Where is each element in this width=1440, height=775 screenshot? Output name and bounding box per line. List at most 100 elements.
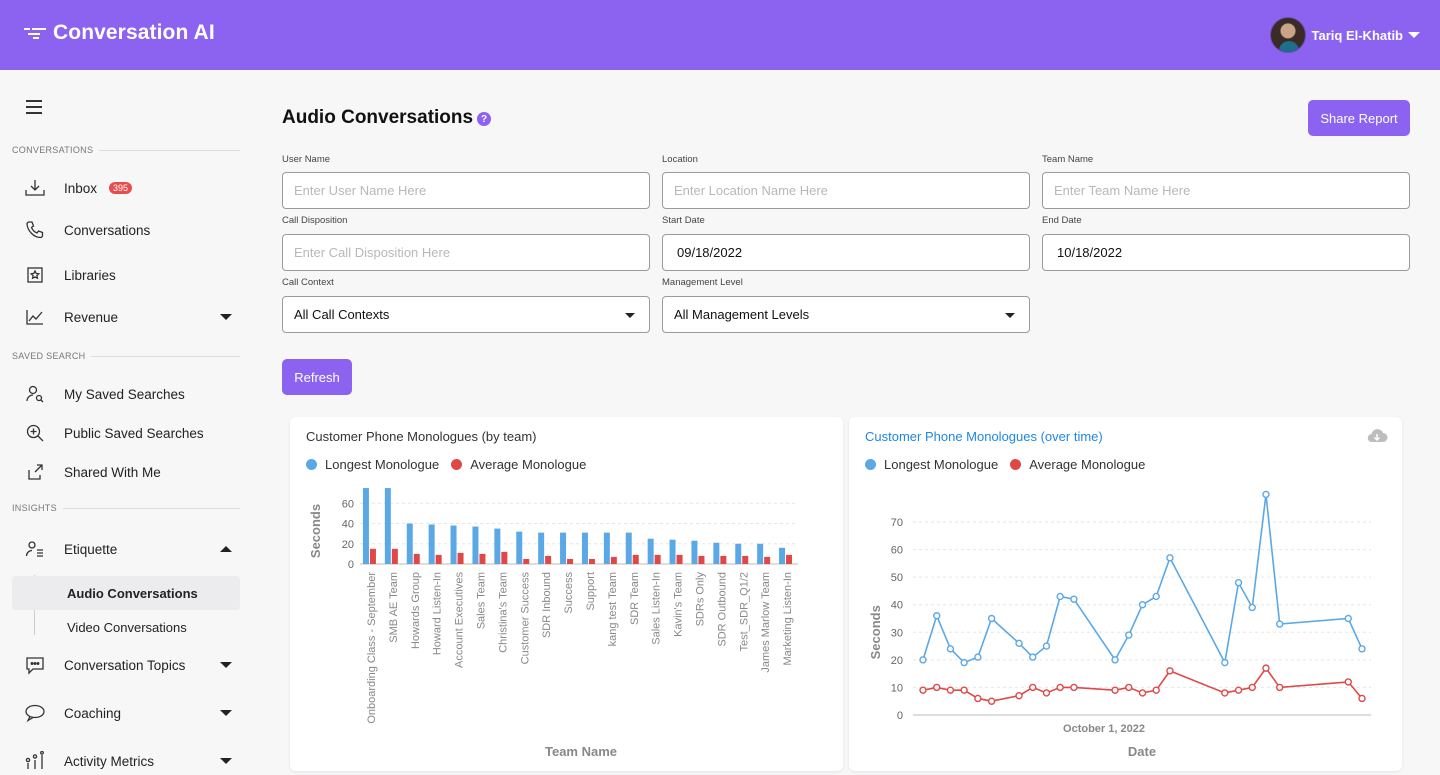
sidebar-item-shared-with-me[interactable]: Shared With Me bbox=[12, 455, 240, 489]
chevron-down-icon bbox=[625, 313, 635, 318]
user-menu[interactable]: Tariq El-Khatib bbox=[1269, 17, 1420, 53]
point-average bbox=[1262, 664, 1270, 672]
point-average bbox=[1042, 689, 1051, 697]
legend-entry-longest[interactable]: Longest Monologue bbox=[865, 457, 998, 472]
sidebar-item-label: Libraries bbox=[64, 267, 116, 283]
y-tick-label: 30 bbox=[891, 627, 903, 639]
sidebar-item-label: Shared With Me bbox=[64, 464, 161, 480]
bar-average bbox=[632, 554, 639, 564]
point-average bbox=[1029, 683, 1037, 692]
bar-average bbox=[501, 551, 508, 564]
inbox-count-badge: 395 bbox=[109, 182, 133, 194]
sidebar-item-label: Coaching bbox=[64, 705, 122, 721]
sidebar-item-label: Inbox bbox=[64, 180, 98, 196]
x-tick-label: Account Executives bbox=[454, 572, 466, 668]
legend-dot bbox=[306, 459, 317, 470]
avatar bbox=[1269, 17, 1306, 53]
legend-label: Longest Monologue bbox=[325, 457, 440, 472]
sidebar-item-video-conversations[interactable]: Video Conversations bbox=[67, 619, 187, 635]
cloud-download-icon[interactable] bbox=[1366, 427, 1388, 445]
end-date-value: 10/18/2022 bbox=[1057, 245, 1123, 260]
sidebar-item-coaching[interactable]: Coaching bbox=[12, 696, 240, 730]
bar-longest bbox=[713, 542, 720, 564]
share-report-button[interactable]: Share Report bbox=[1308, 100, 1410, 136]
x-tick-label: James Marlow Team bbox=[760, 572, 772, 673]
bar-longest bbox=[450, 525, 457, 564]
sidebar-item-libraries[interactable]: Libraries bbox=[12, 258, 240, 292]
user-name-input[interactable] bbox=[282, 172, 650, 209]
call-context-select[interactable]: All Call Contexts bbox=[282, 296, 650, 333]
x-tick-label: Customer Success bbox=[519, 572, 531, 665]
refresh-button[interactable]: Refresh bbox=[282, 359, 352, 395]
point-longest bbox=[919, 656, 927, 664]
point-average bbox=[974, 694, 982, 703]
point-average bbox=[1275, 683, 1284, 692]
x-tick-label: Christina's Team bbox=[497, 572, 509, 653]
share-icon bbox=[24, 461, 46, 483]
chart-legend: Longest Monologue Average Monologue bbox=[306, 457, 598, 472]
bar-average bbox=[698, 555, 705, 564]
sidebar: CONVERSATIONS Inbox 395 Conversations Li… bbox=[0, 70, 252, 775]
point-longest bbox=[1111, 656, 1119, 664]
brand[interactable]: Conversation AI bbox=[24, 21, 215, 45]
team-name-input[interactable] bbox=[1042, 172, 1410, 209]
sidebar-item-etiquette[interactable]: Etiquette bbox=[12, 532, 240, 566]
bar-longest bbox=[494, 528, 501, 564]
user-name: Tariq El-Khatib bbox=[1311, 27, 1403, 43]
sidebar-item-revenue[interactable]: Revenue bbox=[12, 300, 240, 334]
call-disposition-input[interactable] bbox=[282, 234, 650, 271]
y-tick-label: 10 bbox=[891, 682, 903, 694]
legend-label: Average Monologue bbox=[1029, 457, 1146, 472]
bar-average bbox=[435, 554, 442, 564]
legend-dot bbox=[451, 459, 463, 470]
inbox-download-icon bbox=[24, 177, 46, 199]
bar-longest bbox=[669, 539, 676, 564]
sidebar-item-activity-metrics[interactable]: Activity Metrics bbox=[12, 744, 240, 775]
location-input[interactable] bbox=[662, 172, 1030, 209]
sidebar-item-my-saved-searches[interactable]: My Saved Searches bbox=[12, 377, 240, 411]
legend-entry-average[interactable]: Average Monologue bbox=[451, 457, 586, 472]
point-longest bbox=[1056, 592, 1064, 601]
bar-longest bbox=[538, 532, 545, 564]
point-average bbox=[960, 686, 968, 694]
bar-average bbox=[523, 558, 530, 564]
bar-longest bbox=[362, 488, 369, 564]
point-longest bbox=[1275, 620, 1284, 628]
sidebar-item-label: Revenue bbox=[64, 309, 119, 325]
bar-average bbox=[786, 554, 793, 564]
y-tick-label: 20 bbox=[342, 539, 354, 551]
x-tick-label: Onboarding Class - September bbox=[366, 572, 378, 724]
end-date-field[interactable]: 10/18/2022 bbox=[1042, 234, 1410, 271]
start-date-field[interactable]: 09/18/2022 bbox=[662, 234, 1030, 271]
chart-card-by-team: Customer Phone Monologues (by team) Long… bbox=[290, 417, 843, 771]
bar-average bbox=[413, 553, 420, 564]
bar-longest bbox=[472, 526, 479, 564]
legend-entry-longest[interactable]: Longest Monologue bbox=[306, 457, 439, 472]
legend-entry-average[interactable]: Average Monologue bbox=[1010, 457, 1145, 472]
sidebar-item-label: My Saved Searches bbox=[64, 386, 185, 402]
point-average bbox=[919, 686, 927, 694]
management-level-select[interactable]: All Management Levels bbox=[662, 296, 1030, 333]
bar-longest bbox=[516, 531, 523, 564]
call-disposition-label: Call Disposition bbox=[282, 215, 348, 226]
bar-chart: 0 20 40 60 Onboarding Class - September SMB A… bbox=[308, 488, 798, 759]
chevron-down-icon bbox=[1408, 32, 1420, 38]
bar-average bbox=[588, 558, 595, 564]
bar-average bbox=[764, 556, 771, 564]
sidebar-item-conversations[interactable]: Conversations bbox=[12, 213, 240, 247]
point-longest bbox=[1042, 642, 1051, 650]
point-longest bbox=[933, 612, 941, 620]
y-tick-label: 20 bbox=[891, 655, 903, 667]
point-average bbox=[987, 697, 996, 705]
sidebar-item-public-saved-searches[interactable]: Public Saved Searches bbox=[12, 416, 240, 450]
x-tick-label: Sales Listen-In bbox=[651, 572, 663, 645]
help-icon[interactable]: ? bbox=[477, 112, 492, 126]
start-date-value: 09/18/2022 bbox=[677, 245, 743, 260]
top-bar: Conversation AI Tariq El-Khatib bbox=[0, 0, 1440, 70]
sidebar-item-audio-conversations[interactable]: Audio Conversations bbox=[12, 576, 240, 610]
user-name-label: User Name bbox=[282, 154, 331, 165]
sidebar-item-conversation-topics[interactable]: Conversation Topics bbox=[12, 648, 240, 682]
sidebar-item-inbox[interactable]: Inbox 395 bbox=[12, 171, 240, 205]
menu-icon[interactable] bbox=[26, 100, 42, 114]
phone-icon bbox=[24, 219, 46, 241]
